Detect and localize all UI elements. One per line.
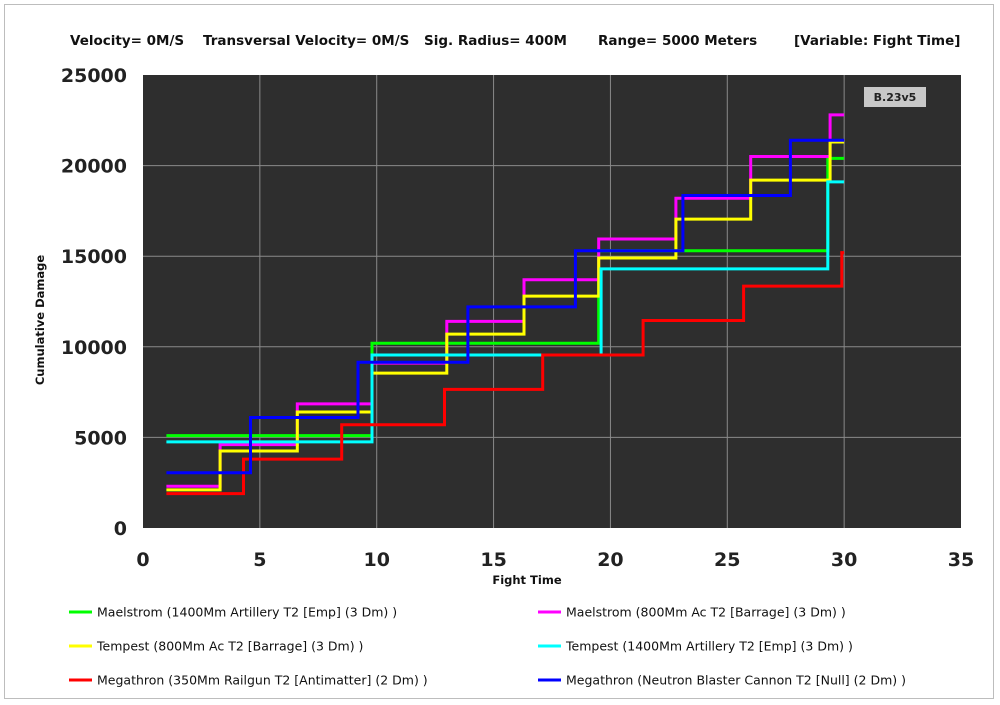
y-tick-label: 15000 (61, 246, 127, 268)
series-line-megathron-blaster (166, 138, 845, 475)
velocity-label: Velocity= 0M/S (70, 33, 185, 49)
legend-item-maelstrom-artillery: Maelstrom (1400Mm Artillery T2 [Emp] (3 … (69, 605, 397, 620)
x-tick-label: 25 (714, 549, 740, 571)
x-tick-label: 0 (136, 549, 149, 571)
legend-item-maelstrom-autocannon: Maelstrom (800Mm Ac T2 [Barrage] (3 Dm) … (538, 605, 846, 620)
legend-label: Maelstrom (1400Mm Artillery T2 [Emp] (3 … (97, 605, 397, 620)
y-tick-label: 10000 (61, 337, 127, 359)
legend: Maelstrom (1400Mm Artillery T2 [Emp] (3 … (69, 605, 906, 688)
legend-label: Megathron (350Mm Railgun T2 [Antimatter]… (97, 673, 428, 688)
y-axis-title: Cumulative Damage (33, 255, 47, 386)
legend-label: Megathron (Neutron Blaster Cannon T2 [Nu… (566, 673, 906, 688)
y-axis-ticks: 0 5000 10000 15000 20000 25000 (61, 65, 127, 540)
signature-radius-label: Sig. Radius= 400M (424, 33, 567, 49)
x-tick-label: 30 (831, 549, 857, 571)
y-tick-label: 20000 (61, 156, 127, 178)
range-label: Range= 5000 Meters (598, 33, 758, 49)
legend-item-megathron-blaster: Megathron (Neutron Blaster Cannon T2 [Nu… (538, 673, 906, 688)
version-badge: B.23v5 (864, 87, 926, 107)
x-tick-label: 10 (363, 549, 389, 571)
x-axis-ticks: 0 5 10 15 20 25 30 35 (136, 549, 974, 571)
x-tick-label: 5 (253, 549, 266, 571)
legend-label: Tempest (800Mm Ac T2 [Barrage] (3 Dm) ) (96, 639, 363, 654)
legend-item-megathron-railgun: Megathron (350Mm Railgun T2 [Antimatter]… (69, 673, 428, 688)
gridlines (143, 75, 961, 528)
legend-item-tempest-autocannon: Tempest (800Mm Ac T2 [Barrage] (3 Dm) ) (69, 639, 363, 654)
series-lines (166, 113, 845, 496)
legend-item-tempest-artillery: Tempest (1400Mm Artillery T2 [Emp] (3 Dm… (538, 639, 853, 654)
variable-label: [Variable: Fight Time] (794, 33, 961, 49)
y-tick-label: 25000 (61, 65, 127, 87)
version-badge-text: B.23v5 (874, 91, 917, 104)
legend-label: Tempest (1400Mm Artillery T2 [Emp] (3 Dm… (565, 639, 853, 654)
parameters-header: Velocity= 0M/S Transversal Velocity= 0M/… (0, 33, 1000, 53)
x-tick-label: 35 (948, 549, 974, 571)
y-tick-label: 5000 (74, 427, 127, 449)
version-badge-background (864, 87, 926, 107)
x-tick-label: 20 (597, 549, 623, 571)
series-line-tempest-artillery (166, 180, 845, 444)
transversal-velocity-label: Transversal Velocity= 0M/S (203, 33, 410, 49)
y-tick-label: 0 (114, 518, 127, 540)
series-line-megathron-railgun (166, 251, 845, 496)
series-line-tempest-autocannon (166, 140, 845, 492)
x-tick-label: 15 (480, 549, 506, 571)
legend-label: Maelstrom (800Mm Ac T2 [Barrage] (3 Dm) … (566, 605, 846, 620)
x-axis-title: Fight Time (492, 573, 561, 587)
